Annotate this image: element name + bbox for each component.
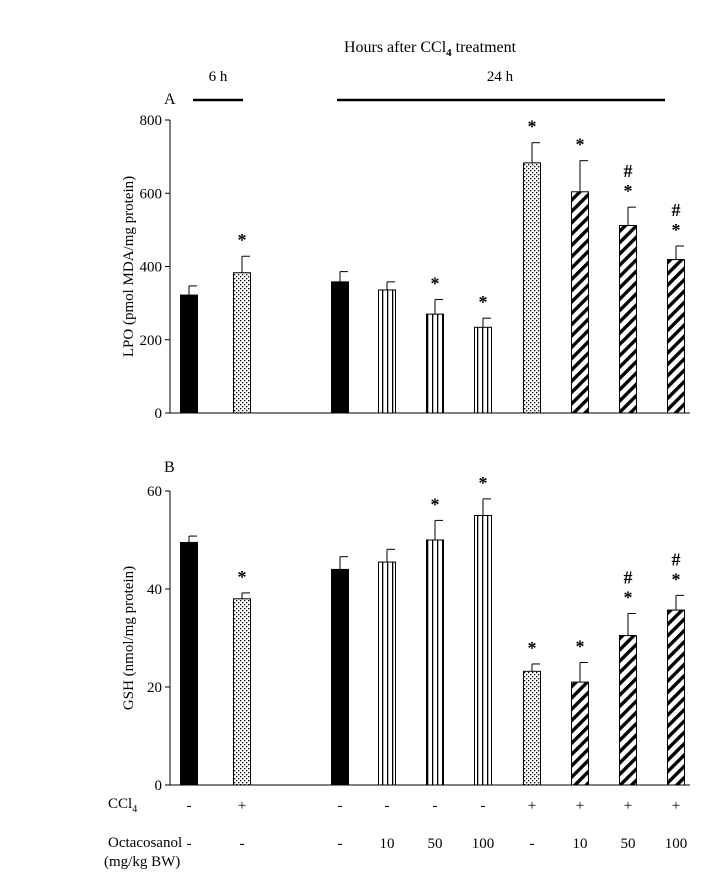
bar — [378, 561, 396, 786]
y-tick-label: 20 — [147, 680, 162, 696]
significance-star: * — [431, 273, 440, 293]
bar — [233, 272, 251, 414]
ccl4-value: + — [528, 798, 536, 814]
y-tick-label: 800 — [140, 113, 163, 129]
significance-star: * — [672, 220, 681, 240]
period-6h-label: 6 h — [209, 69, 228, 85]
significance-hash: # — [624, 161, 633, 181]
ccl4-value: + — [576, 798, 584, 814]
octacosanol-value: - — [187, 836, 192, 852]
octacosanol-value: 10 — [573, 836, 588, 852]
bar — [619, 635, 637, 786]
significance-hash: # — [672, 200, 681, 220]
period-24h-label: 24 h — [487, 69, 514, 85]
bar — [667, 259, 685, 414]
octacosanol-value: 50 — [428, 836, 443, 852]
octacosanol-value: - — [240, 836, 245, 852]
significance-star: * — [479, 473, 488, 493]
significance-star: * — [576, 135, 585, 155]
octacosanol-value: - — [338, 836, 343, 852]
bar — [180, 541, 198, 786]
ccl4-value: - — [385, 798, 390, 814]
octacosanol-row-label: Octacosanol — [108, 835, 182, 851]
y-tick-label: 600 — [140, 186, 163, 202]
bar — [571, 191, 589, 414]
y-axis-label: GSH (nmol/mg protein) — [121, 566, 137, 710]
bar — [426, 539, 444, 786]
ccl4-value: + — [624, 798, 632, 814]
significance-star: * — [238, 567, 247, 587]
y-tick-label: 40 — [147, 582, 162, 598]
ccl4-value: - — [338, 798, 343, 814]
ccl4-value: - — [481, 798, 486, 814]
bar — [571, 681, 589, 786]
significance-star: * — [624, 588, 633, 608]
ccl4-value: - — [433, 798, 438, 814]
octacosanol-unit-label: (mg/kg BW) — [104, 854, 180, 870]
significance-star: * — [576, 637, 585, 657]
significance-star: * — [672, 569, 681, 589]
ccl4-value: + — [672, 798, 680, 814]
significance-star: * — [528, 638, 537, 658]
ccl4-value: + — [238, 798, 246, 814]
bar — [523, 670, 541, 786]
significance-star: * — [528, 117, 537, 137]
ccl4-row-label: CCl4 — [108, 796, 137, 815]
bar — [331, 568, 349, 786]
significance-hash: # — [672, 549, 681, 569]
bar — [426, 313, 444, 414]
panel-label: A — [164, 91, 176, 108]
figure-header: Hours after CCl4 treatment — [344, 39, 517, 59]
y-tick-label: 0 — [155, 778, 163, 794]
significance-star: * — [479, 292, 488, 312]
ccl4-value: - — [187, 798, 192, 814]
y-tick-label: 60 — [147, 484, 162, 500]
bar — [331, 281, 349, 414]
octacosanol-value: 100 — [665, 836, 688, 852]
bar — [180, 294, 198, 414]
bar — [378, 289, 396, 414]
bar — [474, 326, 492, 414]
significance-hash: # — [624, 568, 633, 588]
significance-star: * — [624, 181, 633, 201]
y-tick-label: 0 — [155, 406, 163, 422]
y-axis-label: LPO (pmol MDA/mg protein) — [121, 176, 137, 357]
panel-a-chart: A LPO (pmol MDA/mg protein) 0 200 400 600 800 *… — [121, 91, 690, 422]
panel-label: B — [164, 459, 175, 476]
bar — [474, 515, 492, 786]
octacosanol-value: 50 — [621, 836, 636, 852]
octacosanol-value: 10 — [380, 836, 395, 852]
y-tick-label: 400 — [140, 260, 163, 276]
significance-star: * — [431, 494, 440, 514]
bar — [619, 224, 637, 414]
octacosanol-value: - — [530, 836, 535, 852]
significance-star: * — [238, 230, 247, 250]
y-tick-label: 200 — [140, 333, 163, 349]
bar — [233, 598, 251, 786]
bar — [667, 609, 685, 786]
octacosanol-row: - - - 10 50 100 - 10 50 100 — [187, 836, 688, 852]
ccl4-row: - + - - - - + + + + — [187, 798, 681, 814]
octacosanol-value: 100 — [472, 836, 495, 852]
bar — [523, 162, 541, 414]
